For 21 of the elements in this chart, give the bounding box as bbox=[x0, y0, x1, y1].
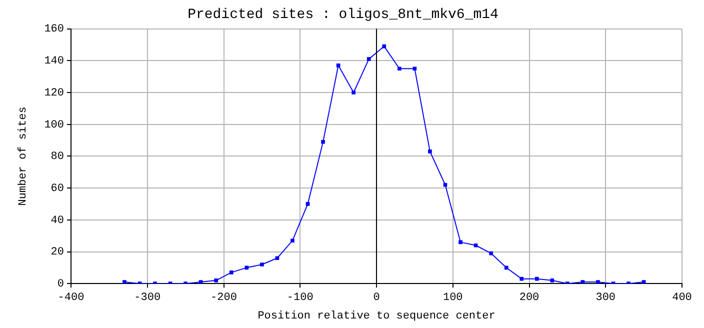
y-tick-label: 120 bbox=[44, 87, 64, 100]
y-tick-label: 100 bbox=[44, 119, 64, 132]
y-tick-label: 20 bbox=[50, 246, 64, 259]
x-tick-label: 0 bbox=[373, 292, 380, 304]
x-tick-label: 100 bbox=[442, 292, 463, 304]
x-tick-label: -200 bbox=[210, 292, 237, 304]
y-tick-label: 140 bbox=[44, 56, 64, 68]
y-tick-label: 160 bbox=[44, 24, 64, 36]
y-tick-label: 80 bbox=[50, 151, 64, 164]
y-axis-title: Number of sites bbox=[18, 106, 30, 206]
x-tick-label: -300 bbox=[134, 292, 161, 304]
x-tick-label: -100 bbox=[286, 292, 314, 304]
x-tick-label: 400 bbox=[672, 292, 692, 304]
y-tick-label: 40 bbox=[50, 214, 64, 227]
chart-title: Predicted sites : oligos_8nt_mkv6_m14 bbox=[188, 7, 498, 24]
x-tick-label: 300 bbox=[596, 292, 616, 304]
y-tick-label: 60 bbox=[50, 182, 64, 195]
y-tick-label: 0 bbox=[57, 278, 64, 291]
x-axis-title: Position relative to sequence center bbox=[258, 310, 496, 322]
x-tick-label: 200 bbox=[519, 292, 540, 304]
x-tick-label: -400 bbox=[58, 292, 84, 304]
